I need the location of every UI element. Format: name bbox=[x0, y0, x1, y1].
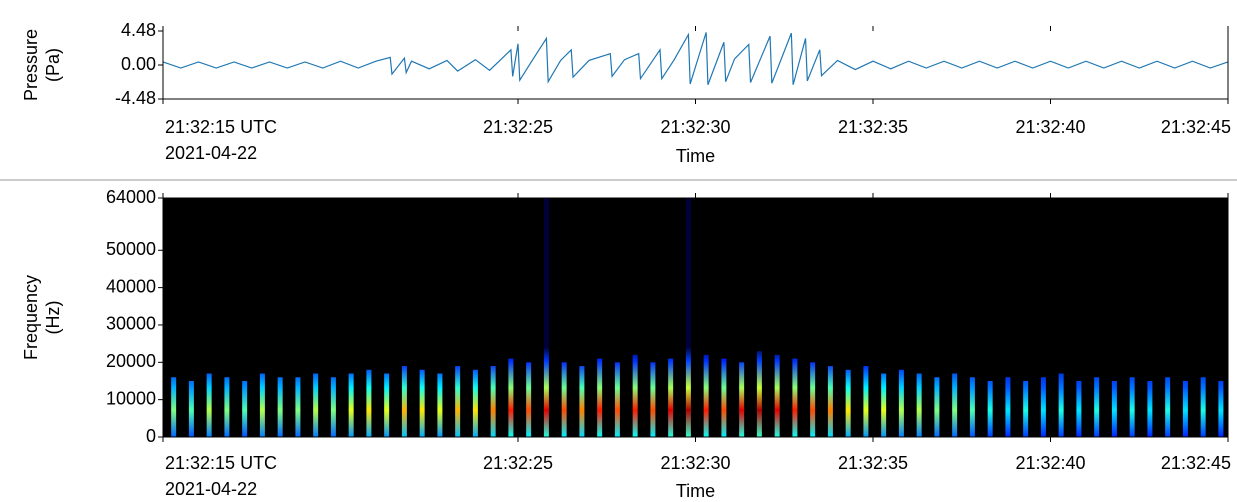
spectral-streak bbox=[916, 373, 922, 437]
spectral-streak bbox=[295, 377, 301, 437]
spectral-streak bbox=[242, 380, 248, 437]
spectral-streak bbox=[1076, 380, 1082, 437]
spectral-streak bbox=[490, 366, 496, 437]
spectral-streak bbox=[366, 369, 372, 437]
spectral-streak bbox=[455, 366, 461, 437]
spectral-streak bbox=[313, 373, 319, 437]
spectral-streak bbox=[987, 380, 993, 437]
spectral-streak bbox=[171, 377, 177, 437]
x-tick-label: 21:32:35 bbox=[838, 453, 908, 473]
x-date-label: 2021-04-22 bbox=[165, 479, 257, 499]
spectral-streak bbox=[845, 369, 851, 437]
spectral-streak bbox=[881, 373, 887, 437]
spectral-streak bbox=[1111, 380, 1117, 437]
spectral-streak bbox=[756, 351, 762, 437]
y-axis-label: (Hz) bbox=[43, 301, 63, 335]
spectral-streak bbox=[330, 377, 336, 437]
y-tick-label: -4.48 bbox=[115, 88, 156, 108]
spectral-streak bbox=[437, 373, 443, 437]
spectral-streak bbox=[934, 377, 940, 437]
y-tick-label: 20000 bbox=[106, 351, 156, 371]
x-tick-label: 21:32:15 UTC bbox=[165, 117, 277, 137]
spectral-streak bbox=[206, 373, 212, 437]
y-axis-label: Frequency bbox=[21, 275, 41, 360]
spectral-streak bbox=[827, 366, 833, 437]
y-tick-label: 0.00 bbox=[121, 54, 156, 74]
spectral-streak bbox=[419, 369, 425, 437]
spectral-streak bbox=[561, 362, 567, 437]
spectral-streak bbox=[703, 354, 709, 437]
spectral-streak bbox=[401, 366, 407, 437]
x-tick-label: 21:32:25 bbox=[483, 117, 553, 137]
spectral-streak bbox=[508, 358, 514, 437]
spectral-streak bbox=[969, 377, 975, 437]
spectral-streak bbox=[1129, 377, 1135, 437]
y-tick-label: 50000 bbox=[106, 239, 156, 259]
spectral-streak bbox=[384, 373, 390, 437]
spectral-streak bbox=[1005, 377, 1011, 437]
x-axis-label: Time bbox=[676, 146, 715, 166]
spectral-streak bbox=[810, 362, 816, 437]
spectral-streak bbox=[597, 358, 603, 437]
spectral-streak bbox=[579, 366, 585, 437]
spectral-streak bbox=[650, 362, 656, 437]
spectral-streak bbox=[1040, 377, 1046, 437]
spectral-streak bbox=[526, 362, 532, 437]
x-axis-label: Time bbox=[676, 481, 715, 501]
x-date-label: 2021-04-22 bbox=[165, 143, 257, 163]
x-tick-label: 21:32:30 bbox=[660, 117, 730, 137]
spectral-streak bbox=[348, 373, 354, 437]
waveform-line bbox=[162, 32, 1229, 85]
spectral-streak bbox=[259, 373, 265, 437]
spectral-streak bbox=[774, 354, 780, 437]
plot-background bbox=[163, 198, 1228, 437]
x-tick-label: 21:32:35 bbox=[838, 117, 908, 137]
spectral-streak bbox=[277, 377, 283, 437]
y-tick-label: 4.48 bbox=[121, 20, 156, 40]
spectral-streak bbox=[792, 358, 798, 437]
spectral-streak bbox=[668, 358, 674, 437]
x-tick-label: 21:32:40 bbox=[1015, 453, 1085, 473]
spectral-streak bbox=[188, 380, 194, 437]
y-tick-label: 0 bbox=[146, 426, 156, 446]
spectral-streak bbox=[1094, 377, 1100, 437]
x-tick-label: 21:32:15 UTC bbox=[165, 453, 277, 473]
spectral-streak bbox=[739, 362, 745, 437]
spectral-streak bbox=[1218, 380, 1224, 437]
x-tick-label: 21:32:45 bbox=[1161, 453, 1231, 473]
x-tick-label: 21:32:40 bbox=[1015, 117, 1085, 137]
x-tick-label: 21:32:25 bbox=[483, 453, 553, 473]
y-tick-label: 40000 bbox=[106, 276, 156, 296]
y-axis-label: Pressure bbox=[21, 29, 41, 101]
spectral-streak bbox=[721, 358, 727, 437]
spectral-streak bbox=[224, 377, 230, 437]
spectral-streak bbox=[1182, 380, 1188, 437]
spectral-streak bbox=[898, 369, 904, 437]
y-tick-label: 10000 bbox=[106, 388, 156, 408]
spectral-streak bbox=[1023, 380, 1029, 437]
spectral-streak bbox=[1147, 380, 1153, 437]
spectral-streak bbox=[614, 362, 620, 437]
spectral-streak bbox=[685, 198, 691, 437]
spectral-streak bbox=[952, 373, 958, 437]
spectral-streak bbox=[543, 198, 549, 437]
y-tick-label: 30000 bbox=[106, 314, 156, 334]
spectral-streak bbox=[632, 354, 638, 437]
spectral-streak bbox=[1058, 373, 1064, 437]
spectral-streak bbox=[1200, 377, 1206, 437]
spectral-streak bbox=[863, 366, 869, 437]
x-tick-label: 21:32:45 bbox=[1161, 117, 1231, 137]
spectral-streak bbox=[1165, 377, 1171, 437]
y-tick-label: 64000 bbox=[106, 187, 156, 207]
x-tick-label: 21:32:30 bbox=[660, 453, 730, 473]
y-axis-label: (Pa) bbox=[43, 48, 63, 82]
spectral-streak bbox=[472, 369, 478, 437]
